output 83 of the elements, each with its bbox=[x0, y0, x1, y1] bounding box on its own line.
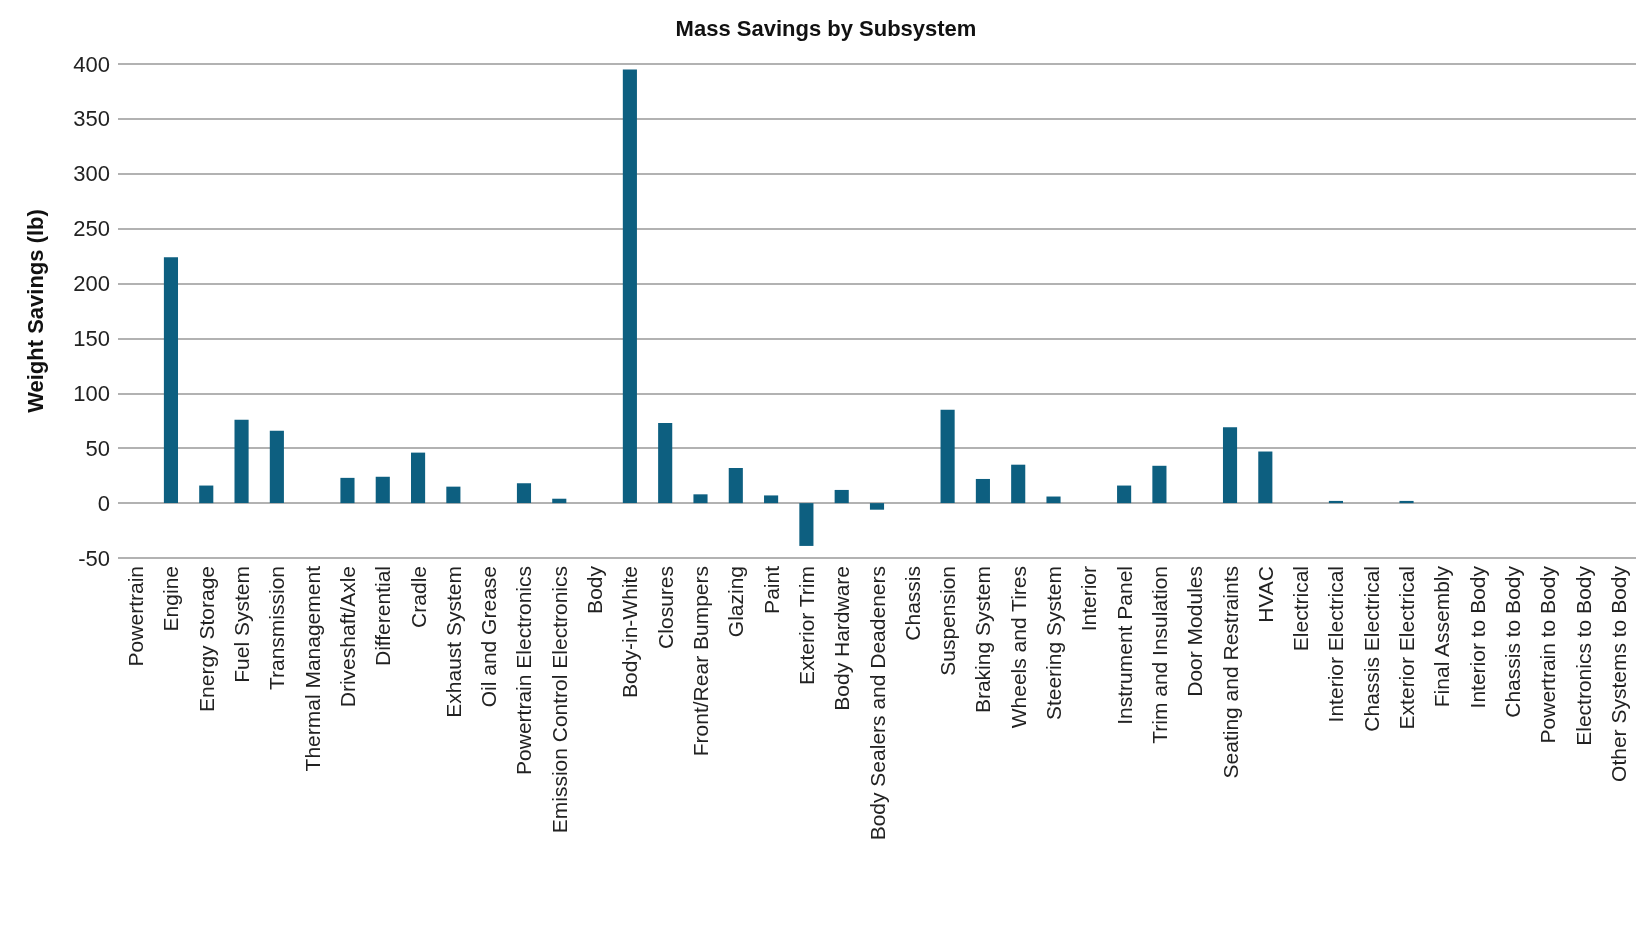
bar bbox=[1222, 427, 1238, 504]
bar bbox=[269, 430, 284, 504]
x-tick-label: Powertrain to Body bbox=[1536, 565, 1560, 744]
x-tick-label: Wheels and Tires bbox=[1006, 566, 1030, 729]
bar bbox=[764, 495, 779, 504]
bar bbox=[1046, 496, 1061, 504]
x-tick-label: Other Systems to Body bbox=[1606, 565, 1630, 782]
bar bbox=[799, 503, 814, 546]
y-tick-label: 150 bbox=[73, 325, 110, 351]
x-tick-label: Emission Control Electronics bbox=[547, 566, 571, 834]
x-tick-label: Front/Rear Bumpers bbox=[688, 566, 712, 757]
bar bbox=[1328, 500, 1343, 504]
bar bbox=[375, 476, 390, 504]
bar bbox=[1117, 485, 1132, 504]
bar bbox=[1011, 464, 1026, 504]
x-tick-label: Exterior Electrical bbox=[1395, 566, 1419, 730]
x-tick-label: Interior bbox=[1077, 565, 1101, 632]
bar bbox=[975, 478, 990, 504]
x-tick-label: Transmission bbox=[265, 566, 289, 691]
bar bbox=[940, 409, 955, 504]
bar bbox=[234, 419, 249, 504]
x-tick-label: Body Sealers and Deadeners bbox=[865, 566, 889, 841]
y-tick-label: 400 bbox=[73, 51, 110, 77]
y-tick-label: 250 bbox=[73, 216, 110, 242]
x-tick-label: Interior to Body bbox=[1465, 565, 1489, 709]
y-tick-label: 0 bbox=[97, 490, 110, 516]
x-tick-label: Final Assembly bbox=[1430, 565, 1454, 708]
x-tick-label: Door Modules bbox=[1183, 566, 1207, 697]
y-tick-label: 50 bbox=[85, 435, 110, 461]
x-tick-label: Paint bbox=[759, 565, 783, 614]
bar bbox=[658, 422, 673, 504]
x-tick-label: Powertrain bbox=[124, 566, 148, 667]
x-tick-label: Body-in-White bbox=[618, 566, 642, 698]
bar bbox=[622, 69, 637, 504]
x-tick-label: Oil and Grease bbox=[477, 566, 501, 708]
x-tick-label: Cradle bbox=[406, 566, 430, 628]
bar bbox=[1152, 465, 1167, 504]
x-tick-label: Instrument Panel bbox=[1112, 566, 1136, 725]
bar bbox=[1258, 451, 1273, 504]
x-tick-label: Body Hardware bbox=[830, 566, 854, 711]
x-tick-label: Engine bbox=[159, 566, 183, 632]
x-tick-label: Exhaust System bbox=[441, 566, 465, 718]
x-tick-label: Chassis Electrical bbox=[1359, 566, 1383, 732]
x-tick-label: Interior Electrical bbox=[1324, 566, 1348, 723]
x-tick-label: Body bbox=[583, 565, 607, 614]
y-tick-label: 200 bbox=[73, 271, 110, 297]
bar bbox=[163, 257, 179, 504]
bar bbox=[693, 494, 708, 504]
x-tick-label: Steering System bbox=[1042, 566, 1066, 721]
bar bbox=[446, 486, 461, 504]
y-tick-label: 350 bbox=[73, 106, 110, 132]
x-tick-label: Driveshaft/Axle bbox=[335, 566, 359, 708]
x-tick-label: HVAC bbox=[1253, 566, 1277, 623]
x-tick-label: Electrical bbox=[1289, 566, 1313, 652]
x-tick-label: Suspension bbox=[936, 566, 960, 676]
x-tick-label: Seating and Restraints bbox=[1218, 566, 1242, 779]
bar bbox=[1399, 500, 1414, 504]
x-tick-label: Electronics to Body bbox=[1571, 565, 1595, 746]
y-tick-label: 100 bbox=[73, 380, 110, 406]
bar bbox=[728, 467, 743, 504]
x-tick-label: Thermal Management bbox=[300, 565, 324, 772]
x-tick-label: Chassis bbox=[900, 566, 924, 641]
x-tick-label: Glazing bbox=[724, 566, 748, 638]
y-tick-label: -50 bbox=[78, 545, 110, 571]
bar bbox=[869, 503, 885, 510]
y-tick-label: 300 bbox=[73, 161, 110, 187]
x-tick-label: Fuel System bbox=[230, 566, 254, 683]
bar bbox=[199, 485, 214, 504]
x-tick-label: Powertrain Electronics bbox=[512, 566, 536, 775]
bar bbox=[552, 498, 567, 504]
x-tick-label: Chassis to Body bbox=[1500, 565, 1524, 718]
x-tick-label: Energy Storage bbox=[194, 566, 218, 712]
y-axis-title: Weight Savings (lb) bbox=[22, 209, 48, 413]
x-tick-label: Differential bbox=[371, 566, 395, 666]
chart-title: Mass Savings by Subsystem bbox=[675, 15, 977, 41]
x-tick-label: Trim and Insulation bbox=[1147, 566, 1171, 744]
x-tick-label: Exterior Trim bbox=[794, 566, 818, 686]
x-tick-label: Braking System bbox=[971, 566, 995, 714]
x-tick-label: Closures bbox=[653, 566, 677, 649]
bar bbox=[834, 489, 849, 504]
bar bbox=[516, 483, 532, 504]
bar bbox=[340, 477, 355, 504]
bar bbox=[411, 452, 426, 504]
